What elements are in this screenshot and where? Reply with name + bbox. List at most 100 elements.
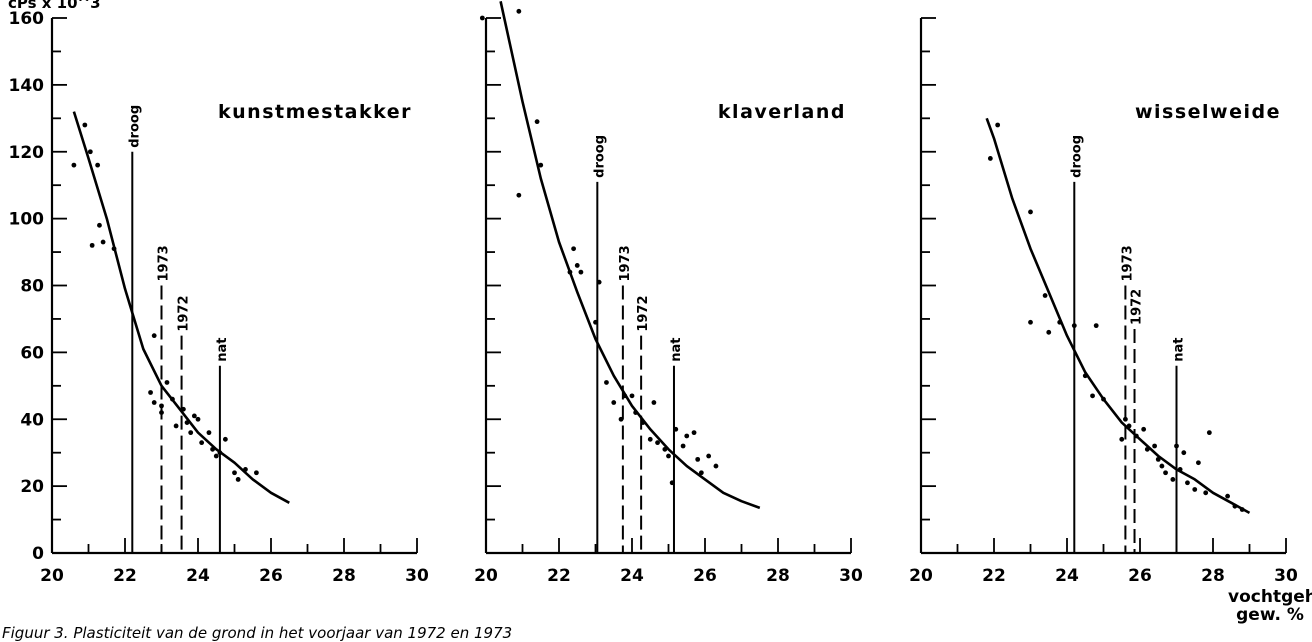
reference-label-1973: 1973 xyxy=(157,245,172,281)
reference-label-1972: 1972 xyxy=(1130,289,1145,325)
panel-title: wisselweide xyxy=(1135,101,1281,123)
data-point xyxy=(1028,319,1033,325)
data-point xyxy=(1093,323,1099,329)
data-point xyxy=(159,403,164,409)
data-point xyxy=(1155,456,1161,462)
data-point xyxy=(254,470,259,476)
data-point xyxy=(1042,293,1048,298)
data-point xyxy=(243,467,248,472)
data-point xyxy=(669,480,675,486)
data-point xyxy=(571,246,576,252)
y-tick-label: 140 xyxy=(9,76,45,96)
data-point xyxy=(1163,470,1168,476)
data-point xyxy=(593,319,598,325)
data-point xyxy=(1126,423,1132,429)
data-point xyxy=(89,242,95,248)
data-point xyxy=(655,440,660,446)
x-tick-label: 22 xyxy=(113,566,137,586)
data-point xyxy=(159,410,164,415)
data-point xyxy=(516,192,522,198)
data-point xyxy=(111,246,117,252)
y-tick-label: 160 xyxy=(9,9,45,29)
data-point xyxy=(567,269,573,275)
data-point xyxy=(151,333,157,339)
data-point xyxy=(1170,477,1176,482)
data-point xyxy=(662,446,668,452)
data-point xyxy=(534,119,540,125)
data-point xyxy=(1133,433,1139,439)
x-tick-label: 20 xyxy=(40,566,64,586)
data-point xyxy=(170,396,175,402)
reference-label-1973: 1973 xyxy=(618,245,633,281)
data-point xyxy=(1071,323,1077,329)
data-point xyxy=(1203,490,1209,496)
data-point xyxy=(181,406,186,412)
y-tick-label: 80 xyxy=(20,277,44,297)
data-point xyxy=(82,122,88,128)
x-tick-label: 26 xyxy=(1128,566,1152,586)
x-tick-label: 30 xyxy=(405,566,429,586)
data-point xyxy=(1028,209,1033,215)
data-point xyxy=(87,149,93,155)
data-point xyxy=(199,440,205,446)
data-point xyxy=(210,446,216,452)
data-point xyxy=(713,463,719,469)
data-point xyxy=(698,470,704,476)
data-point xyxy=(1141,426,1147,432)
y-tick-label: 120 xyxy=(9,143,45,163)
data-point xyxy=(651,400,657,405)
x-tick-label: 30 xyxy=(839,566,863,586)
data-point xyxy=(151,400,157,405)
y-axis-unit-label: cPs x 10^3 xyxy=(8,0,101,12)
x-tick-label: 20 xyxy=(474,566,498,586)
reference-label-nat: nat xyxy=(669,338,684,362)
data-point xyxy=(618,416,624,422)
data-point xyxy=(1225,493,1230,499)
y-tick-label: 0 xyxy=(32,544,44,564)
y-tick-label: 60 xyxy=(20,343,44,363)
data-point xyxy=(611,400,617,405)
data-point xyxy=(629,393,635,399)
data-point xyxy=(995,122,1001,128)
data-point xyxy=(195,416,201,422)
data-point xyxy=(1159,463,1165,469)
data-point xyxy=(684,433,690,439)
data-point xyxy=(666,453,671,459)
data-point xyxy=(1090,393,1095,399)
data-point xyxy=(622,393,628,399)
data-point xyxy=(95,162,101,168)
x-tick-label: 30 xyxy=(1274,566,1298,586)
data-point xyxy=(640,420,646,425)
panel-wisselweide: 20 22 24 26 28 30 wisselweide droog 1973 1972 nat xyxy=(909,17,1298,586)
x-tick-label: 24 xyxy=(1055,566,1079,586)
data-point xyxy=(71,162,77,168)
data-point xyxy=(235,477,241,482)
x-tick-label: 28 xyxy=(1201,566,1225,586)
x-axis-unit-line2: gew. % xyxy=(1236,605,1304,625)
data-point xyxy=(1206,430,1212,436)
data-point xyxy=(1181,450,1187,456)
fit-curve xyxy=(72,111,290,504)
reference-label-1972: 1972 xyxy=(636,295,651,331)
reference-label-droog: droog xyxy=(1069,135,1084,178)
panel-title: klaverland xyxy=(718,101,846,123)
panel-title: kunstmestakker xyxy=(218,101,412,123)
data-point xyxy=(1152,443,1157,449)
x-tick-label: 20 xyxy=(909,566,933,586)
data-point xyxy=(188,430,194,436)
x-axis-unit-line1: vochtgehalte, xyxy=(1228,587,1312,607)
x-tick-label: 22 xyxy=(982,566,1006,586)
data-point xyxy=(633,410,639,415)
data-point xyxy=(164,380,170,385)
data-point xyxy=(222,436,228,442)
x-tick-label: 26 xyxy=(259,566,283,586)
reference-label-1973: 1973 xyxy=(1120,245,1135,281)
data-point xyxy=(1185,480,1190,486)
data-point xyxy=(1177,467,1183,472)
data-point xyxy=(479,15,485,21)
data-point xyxy=(1119,436,1125,442)
data-point xyxy=(706,453,712,459)
data-point xyxy=(217,450,223,456)
